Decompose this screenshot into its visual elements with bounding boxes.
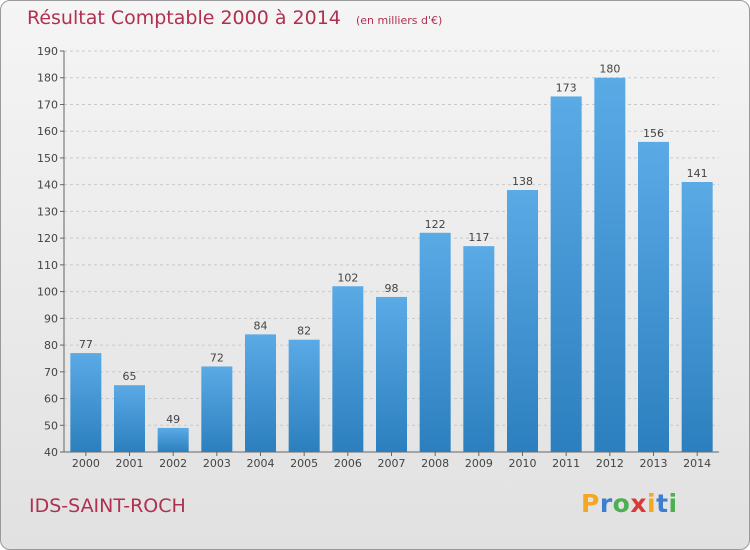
x-tick-label: 2004 bbox=[247, 457, 275, 470]
y-tick-label: 120 bbox=[37, 232, 58, 245]
logo-letter: i bbox=[668, 489, 678, 518]
bar-2003 bbox=[201, 366, 233, 452]
x-tick-label: 2013 bbox=[640, 457, 668, 470]
bar-2000 bbox=[70, 353, 102, 452]
logo-letter: i bbox=[647, 489, 657, 518]
bar-2007 bbox=[376, 296, 407, 452]
logo-letter: P bbox=[581, 489, 600, 518]
grid-lines bbox=[64, 50, 719, 453]
bar-2010 bbox=[507, 190, 538, 452]
chart-title-block: Résultat Comptable 2000 à 2014 (en milli… bbox=[27, 7, 442, 29]
bar-2012 bbox=[594, 77, 626, 452]
y-tick-label: 140 bbox=[37, 179, 58, 192]
bar-2009 bbox=[463, 246, 495, 452]
x-tick-label: 2002 bbox=[159, 457, 187, 470]
bar-2011 bbox=[550, 96, 582, 453]
bar-2001 bbox=[114, 385, 145, 452]
bar-value-label: 117 bbox=[468, 231, 489, 244]
bar-value-label: 84 bbox=[254, 319, 268, 332]
y-tick-label: 60 bbox=[44, 393, 58, 406]
x-tick-label: 2012 bbox=[596, 457, 624, 470]
bar-value-label: 180 bbox=[599, 63, 620, 76]
bar-value-label: 82 bbox=[297, 325, 311, 338]
logo-letter: r bbox=[599, 489, 613, 518]
bar-2002 bbox=[157, 427, 189, 452]
y-tick-label: 170 bbox=[37, 98, 58, 111]
bar-value-label: 72 bbox=[210, 351, 224, 364]
y-tick-label: 80 bbox=[44, 339, 58, 352]
bar-value-label: 173 bbox=[556, 81, 577, 94]
y-tick-label: 190 bbox=[37, 45, 58, 58]
x-tick-label: 2006 bbox=[334, 457, 362, 470]
bar-value-label: 156 bbox=[643, 127, 664, 140]
x-tick-label: 2008 bbox=[421, 457, 449, 470]
x-tick-label: 2007 bbox=[378, 457, 406, 470]
x-tick-label: 2010 bbox=[509, 457, 537, 470]
chart-subtitle: (en milliers d'€) bbox=[355, 14, 443, 27]
bar-value-label: 49 bbox=[166, 413, 180, 426]
bar-value-label: 65 bbox=[123, 370, 137, 383]
y-tick-label: 180 bbox=[37, 72, 58, 85]
x-tick-label: 2001 bbox=[116, 457, 144, 470]
y-tick-label: 90 bbox=[44, 312, 58, 325]
bar-2005 bbox=[288, 339, 320, 452]
axes: 40 50 60 70 80 90 100 110 120 130 140 150 160 170 180 1… bbox=[37, 45, 719, 470]
commune-name: IDS-SAINT-ROCH bbox=[29, 495, 186, 517]
y-tick-label: 40 bbox=[44, 446, 58, 459]
bar-value-label: 102 bbox=[337, 271, 358, 284]
x-tick-label: 2014 bbox=[683, 457, 711, 470]
x-tick-label: 2011 bbox=[552, 457, 580, 470]
bar-2004 bbox=[245, 334, 276, 452]
x-tick-label: 2005 bbox=[290, 457, 318, 470]
bar-2014 bbox=[681, 181, 713, 452]
y-tick-label: 150 bbox=[37, 152, 58, 165]
logo-letter: t bbox=[656, 489, 669, 518]
y-tick-label: 130 bbox=[37, 205, 58, 218]
bar-value-label: 77 bbox=[79, 338, 93, 351]
x-tick-label: 2000 bbox=[72, 457, 100, 470]
bar-value-label: 138 bbox=[512, 175, 533, 188]
y-tick-label: 50 bbox=[44, 419, 58, 432]
bars bbox=[70, 77, 713, 453]
logo-letter: o bbox=[612, 489, 631, 518]
x-tick-label: 2003 bbox=[203, 457, 231, 470]
bar-value-label: 98 bbox=[385, 282, 399, 295]
proxiti-logo[interactable]: Proxiti bbox=[581, 489, 678, 518]
x-tick-label: 2009 bbox=[465, 457, 493, 470]
chart-title: Résultat Comptable 2000 à 2014 bbox=[27, 7, 341, 29]
bar-value-label: 122 bbox=[425, 218, 446, 231]
logo-letter: x bbox=[630, 489, 647, 518]
bar-2013 bbox=[638, 141, 669, 453]
bar-2008 bbox=[419, 232, 451, 452]
y-tick-label: 110 bbox=[37, 259, 58, 272]
y-tick-label: 70 bbox=[44, 366, 58, 379]
bar-value-label: 141 bbox=[687, 167, 708, 180]
y-tick-label: 100 bbox=[37, 286, 58, 299]
data-labels: 77 65 49 72 84 82 102 98 122 117 138 173 180 156 141 bbox=[79, 63, 708, 426]
y-tick-label: 160 bbox=[37, 125, 58, 138]
bar-2006 bbox=[332, 286, 364, 452]
